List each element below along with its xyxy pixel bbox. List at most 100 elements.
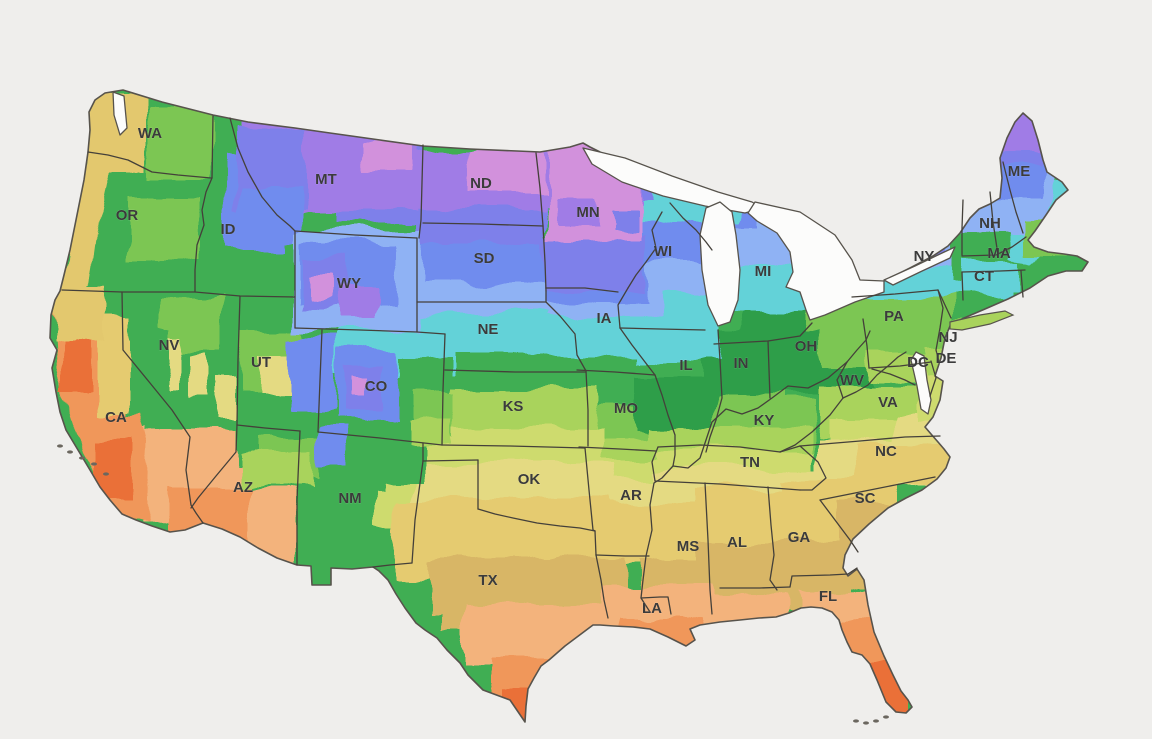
- state-label-ar: AR: [620, 487, 642, 504]
- us-coastline: [49, 89, 1089, 723]
- state-border-line: [704, 482, 713, 615]
- state-label-tn: TN: [740, 454, 760, 471]
- state-border-line: [294, 327, 446, 335]
- state-border-line: [617, 287, 629, 329]
- state-border-line: [296, 430, 301, 566]
- state-label-ca: CA: [105, 409, 127, 426]
- state-label-nm: NM: [338, 490, 361, 507]
- state-label-sc: SC: [855, 490, 876, 507]
- state-border-line: [211, 115, 214, 179]
- state-border-line: [862, 318, 870, 369]
- island-dot: [873, 719, 879, 723]
- state-border-line: [535, 152, 544, 227]
- state-border-line: [317, 329, 323, 433]
- offshore-islands: [57, 444, 889, 725]
- island-dot: [79, 456, 85, 460]
- state-label-wa: WA: [138, 125, 162, 142]
- state-label-ga: GA: [788, 529, 811, 546]
- state-border-line: [767, 340, 771, 399]
- zone-color-field: [50, 90, 1088, 722]
- state-label-ms: MS: [677, 538, 700, 555]
- state-label-or: OR: [116, 207, 139, 224]
- state-border-line: [441, 444, 586, 449]
- state-border-line: [236, 295, 241, 426]
- state-border-line: [871, 368, 916, 386]
- island-dot: [103, 472, 109, 476]
- state-border-line: [961, 199, 964, 256]
- state-label-mo: MO: [614, 400, 638, 417]
- state-label-az: AZ: [233, 479, 253, 496]
- state-label-wi: WI: [654, 243, 672, 260]
- state-border-line: [236, 424, 301, 432]
- state-border-line: [444, 369, 587, 373]
- state-label-oh: OH: [795, 338, 818, 355]
- state-label-pa: PA: [884, 308, 904, 325]
- state-border-line: [842, 351, 907, 399]
- state-label-sd: SD: [474, 250, 495, 267]
- state-border-line: [594, 530, 597, 556]
- state-border-line: [868, 361, 932, 369]
- puget-sound: [112, 91, 128, 136]
- state-border-line: [578, 446, 657, 452]
- state-border-line: [477, 508, 596, 532]
- state-label-ut: UT: [251, 354, 271, 371]
- state-border-line: [935, 289, 944, 363]
- state-border-line: [418, 144, 424, 239]
- island-dot: [863, 721, 869, 725]
- state-label-nv: NV: [159, 337, 180, 354]
- state-border-line: [799, 435, 941, 447]
- state-border-line: [595, 554, 609, 619]
- island-dot: [57, 444, 63, 448]
- state-label-mn: MN: [576, 204, 599, 221]
- state-label-dc: DC: [907, 354, 929, 371]
- island-dot: [67, 450, 73, 454]
- state-border-line: [719, 586, 791, 589]
- state-border-line: [961, 236, 1027, 257]
- state-label-la: LA: [642, 600, 662, 617]
- state-border-line: [705, 329, 723, 453]
- chesapeake-bay: [910, 351, 932, 415]
- state-border-line: [929, 360, 937, 397]
- state-labels: WA OR CA NV ID MT WY UT CO AZ NM ND SD NE KS OK TX MN IA MO…: [105, 125, 1031, 618]
- state-border-line: [651, 446, 659, 482]
- island-dot: [91, 462, 97, 466]
- state-border-line: [672, 361, 848, 469]
- state-border-line: [542, 225, 547, 292]
- state-border-line: [584, 447, 596, 532]
- state-border-line: [372, 562, 413, 568]
- state-border-line: [789, 567, 858, 588]
- state-label-nd: ND: [470, 175, 492, 192]
- state-label-co: CO: [365, 378, 388, 395]
- state-border-line: [937, 289, 952, 319]
- state-label-il: IL: [679, 357, 692, 374]
- state-label-al: AL: [727, 534, 747, 551]
- state-border-line: [545, 287, 619, 293]
- state-border-line: [229, 117, 296, 232]
- state-border-line: [657, 444, 781, 453]
- state-label-ne: NE: [478, 321, 499, 338]
- state-label-ny: NY: [914, 248, 935, 265]
- state-label-me: ME: [1008, 163, 1031, 180]
- state-label-va: VA: [878, 394, 898, 411]
- state-border-line: [713, 322, 813, 345]
- state-border-line: [640, 596, 672, 615]
- state-border-line: [619, 327, 676, 467]
- long-island: [949, 310, 1015, 331]
- state-borders: [61, 115, 1027, 619]
- state-border-line: [194, 177, 213, 293]
- state-border-line: [851, 289, 939, 298]
- state-border-line: [294, 230, 418, 239]
- state-border-line: [779, 397, 844, 453]
- state-border-line: [422, 459, 479, 462]
- state-border-line: [654, 480, 801, 491]
- great-lakes: [112, 91, 956, 415]
- state-border-line: [121, 291, 204, 524]
- state-label-de: DE: [936, 350, 957, 367]
- island-dot: [883, 715, 889, 719]
- state-border-line: [961, 271, 964, 301]
- state-label-ok: OK: [518, 471, 541, 488]
- state-border-line: [317, 431, 443, 446]
- state-border-line: [961, 269, 1026, 273]
